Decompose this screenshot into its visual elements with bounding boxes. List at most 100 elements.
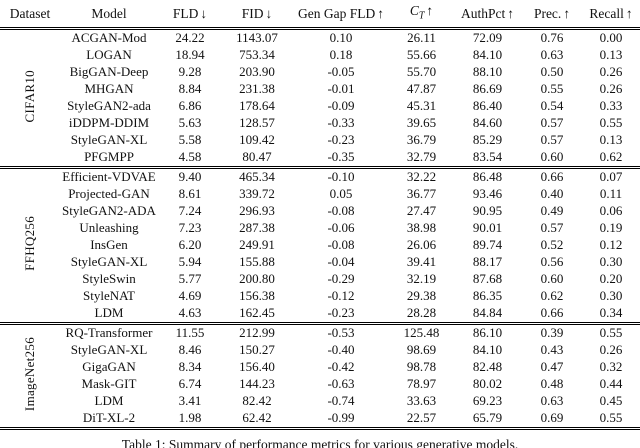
- metric-value: 98.78: [406, 359, 437, 375]
- metric-value: 8.84: [178, 81, 202, 97]
- metric-value: 65.79: [453, 409, 522, 430]
- metric-value: -0.42: [327, 359, 355, 375]
- metric-value: 0.48: [540, 376, 564, 392]
- metric-value: 88.17: [472, 254, 503, 270]
- metric-value: 4.69: [178, 288, 202, 304]
- metric-value: 0.55: [599, 115, 623, 131]
- metric-value: -0.74: [327, 393, 355, 409]
- table-row: Mask-GIT 6.74 144.23 -0.63 78.97 80.02 0.48 0.4…: [0, 376, 640, 393]
- metric-value: -0.53: [327, 325, 355, 341]
- results-table: Dataset Model FLD ↓ FID ↓ Gen Gap FLD ↑ CT ↑…: [0, 1, 640, 430]
- model-name: StyleSwin: [82, 271, 136, 287]
- metric-value: 0.66: [522, 304, 582, 325]
- metric-value: 93.46: [472, 186, 503, 202]
- metric-value: 86.10: [472, 325, 503, 341]
- up-arrow-icon: ↑: [563, 5, 571, 21]
- metric-value: -0.08: [327, 237, 355, 253]
- metric-value: 231.38: [239, 81, 275, 97]
- table-row: LOGAN 18.94 753.34 0.18 55.66 84.10 0.63 0.13: [0, 47, 640, 64]
- table-row: CIFAR10 ACGAN-Mod 24.22 1143.07 0.10 26.11 72.…: [0, 28, 640, 169]
- metric-value: 3.41: [178, 393, 202, 409]
- table-row: StyleGAN-XL 5.94 155.88 -0.04 39.41 88.17 0.56…: [0, 254, 640, 271]
- table-row: Unleashing 7.23 287.38 -0.06 38.98 90.01 0.57 0…: [0, 220, 640, 237]
- metric-value: 18.94: [175, 47, 205, 63]
- model-name: StyleGAN-XL: [70, 254, 148, 270]
- col-header-authpct: AuthPct ↑: [453, 1, 522, 30]
- model-name: StyleGAN2-ada: [67, 98, 151, 114]
- metric-value: 0.40: [540, 186, 564, 202]
- down-arrow-icon: ↓: [265, 5, 273, 21]
- metric-value: 55.70: [406, 64, 437, 80]
- metric-value: -0.10: [327, 169, 355, 185]
- col-header-dataset: Dataset: [0, 1, 60, 30]
- metric-value: 0.54: [540, 98, 564, 114]
- model-name: DiT-XL-2: [60, 409, 158, 430]
- metric-value: 0.52: [540, 237, 564, 253]
- metric-value: 8.34: [178, 359, 202, 375]
- model-name: StyleGAN-XL: [70, 132, 148, 148]
- metric-value: -0.33: [327, 115, 355, 131]
- metric-value: 26.06: [406, 237, 437, 253]
- metric-value: -0.99: [292, 409, 390, 430]
- metric-value: 62.42: [222, 409, 292, 430]
- metric-value: -0.12: [327, 288, 355, 304]
- metric-value: 156.38: [239, 288, 275, 304]
- metric-value: 156.40: [239, 359, 275, 375]
- metric-value: 0.57: [540, 132, 564, 148]
- metric-value: 28.28: [390, 304, 453, 325]
- metric-value: 72.09: [472, 30, 503, 46]
- table-row: StyleSwin 5.77 200.80 -0.29 32.19 87.68 0.60 0.…: [0, 271, 640, 288]
- model-name: iDDPM-DDIM: [68, 115, 150, 131]
- table-body: CIFAR10 ACGAN-Mod 24.22 1143.07 0.10 26.11 72.…: [0, 28, 640, 430]
- metric-value: -0.01: [327, 81, 355, 97]
- metric-value: 8.61: [178, 186, 202, 202]
- col-header-recall: Recall ↑: [582, 1, 640, 30]
- metric-value: 4.63: [158, 304, 222, 325]
- metric-value: -0.63: [327, 376, 355, 392]
- table-row: MHGAN 8.84 231.38 -0.01 47.87 86.69 0.55 0.26: [0, 81, 640, 98]
- metric-value: 0.00: [599, 30, 623, 46]
- metric-value: 89.74: [472, 237, 503, 253]
- metric-value: 0.11: [599, 186, 623, 202]
- metric-value: 86.48: [472, 169, 503, 185]
- model-name: Efficient-VDVAE: [62, 169, 156, 185]
- metric-value: 162.45: [222, 304, 292, 325]
- metric-value: 5.63: [178, 115, 202, 131]
- metric-value: 249.91: [239, 237, 275, 253]
- metric-value: 203.90: [239, 64, 275, 80]
- table-row: ImageNet256 RQ-Transformer 11.55 212.99 -0.5…: [0, 323, 640, 430]
- metric-value: 86.35: [472, 288, 503, 304]
- metric-value: 0.10: [329, 30, 353, 46]
- metric-value: 0.47: [540, 359, 564, 375]
- table-row: StyleGAN-XL 8.46 150.27 -0.40 98.69 84.10 0.43…: [0, 342, 640, 359]
- metric-value: -0.08: [327, 203, 355, 219]
- table-caption: Table 1: Summary of performance metrics …: [121, 436, 519, 448]
- metric-value: -0.05: [327, 64, 355, 80]
- metric-value: 465.34: [239, 169, 275, 185]
- metric-value: 0.06: [599, 203, 623, 219]
- metric-value: 82.48: [472, 359, 503, 375]
- metric-value: 125.48: [403, 325, 440, 341]
- model-name: Mask-GIT: [81, 376, 137, 392]
- metric-value: -0.23: [327, 132, 355, 148]
- metric-value: 0.34: [582, 304, 640, 325]
- metric-value: 6.74: [178, 376, 202, 392]
- metric-value: 84.60: [472, 115, 503, 131]
- table-row: FFHQ256 Efficient-VDVAE 9.40 465.34 -0.10 32.…: [0, 167, 640, 325]
- metric-value: 85.29: [472, 132, 503, 148]
- col-header-model: Model: [60, 1, 158, 30]
- dataset-label: ImageNet256: [0, 323, 60, 430]
- metric-value: 144.23: [239, 376, 275, 392]
- model-name: MHGAN: [84, 81, 134, 97]
- metric-value: 0.43: [540, 342, 564, 358]
- metric-value: 753.34: [239, 47, 275, 63]
- metric-value: 0.12: [599, 237, 623, 253]
- metric-value: 296.93: [239, 203, 275, 219]
- table-row: iDDPM-DDIM 5.63 128.57 -0.33 39.65 84.60 0.57 0…: [0, 115, 640, 132]
- dataset-label: FFHQ256: [0, 167, 60, 325]
- model-name: Projected-GAN: [68, 186, 150, 202]
- metric-value: 87.68: [472, 271, 503, 287]
- metric-value: 0.63: [540, 47, 564, 63]
- metric-value: 33.63: [406, 393, 437, 409]
- metric-value: 0.55: [540, 81, 564, 97]
